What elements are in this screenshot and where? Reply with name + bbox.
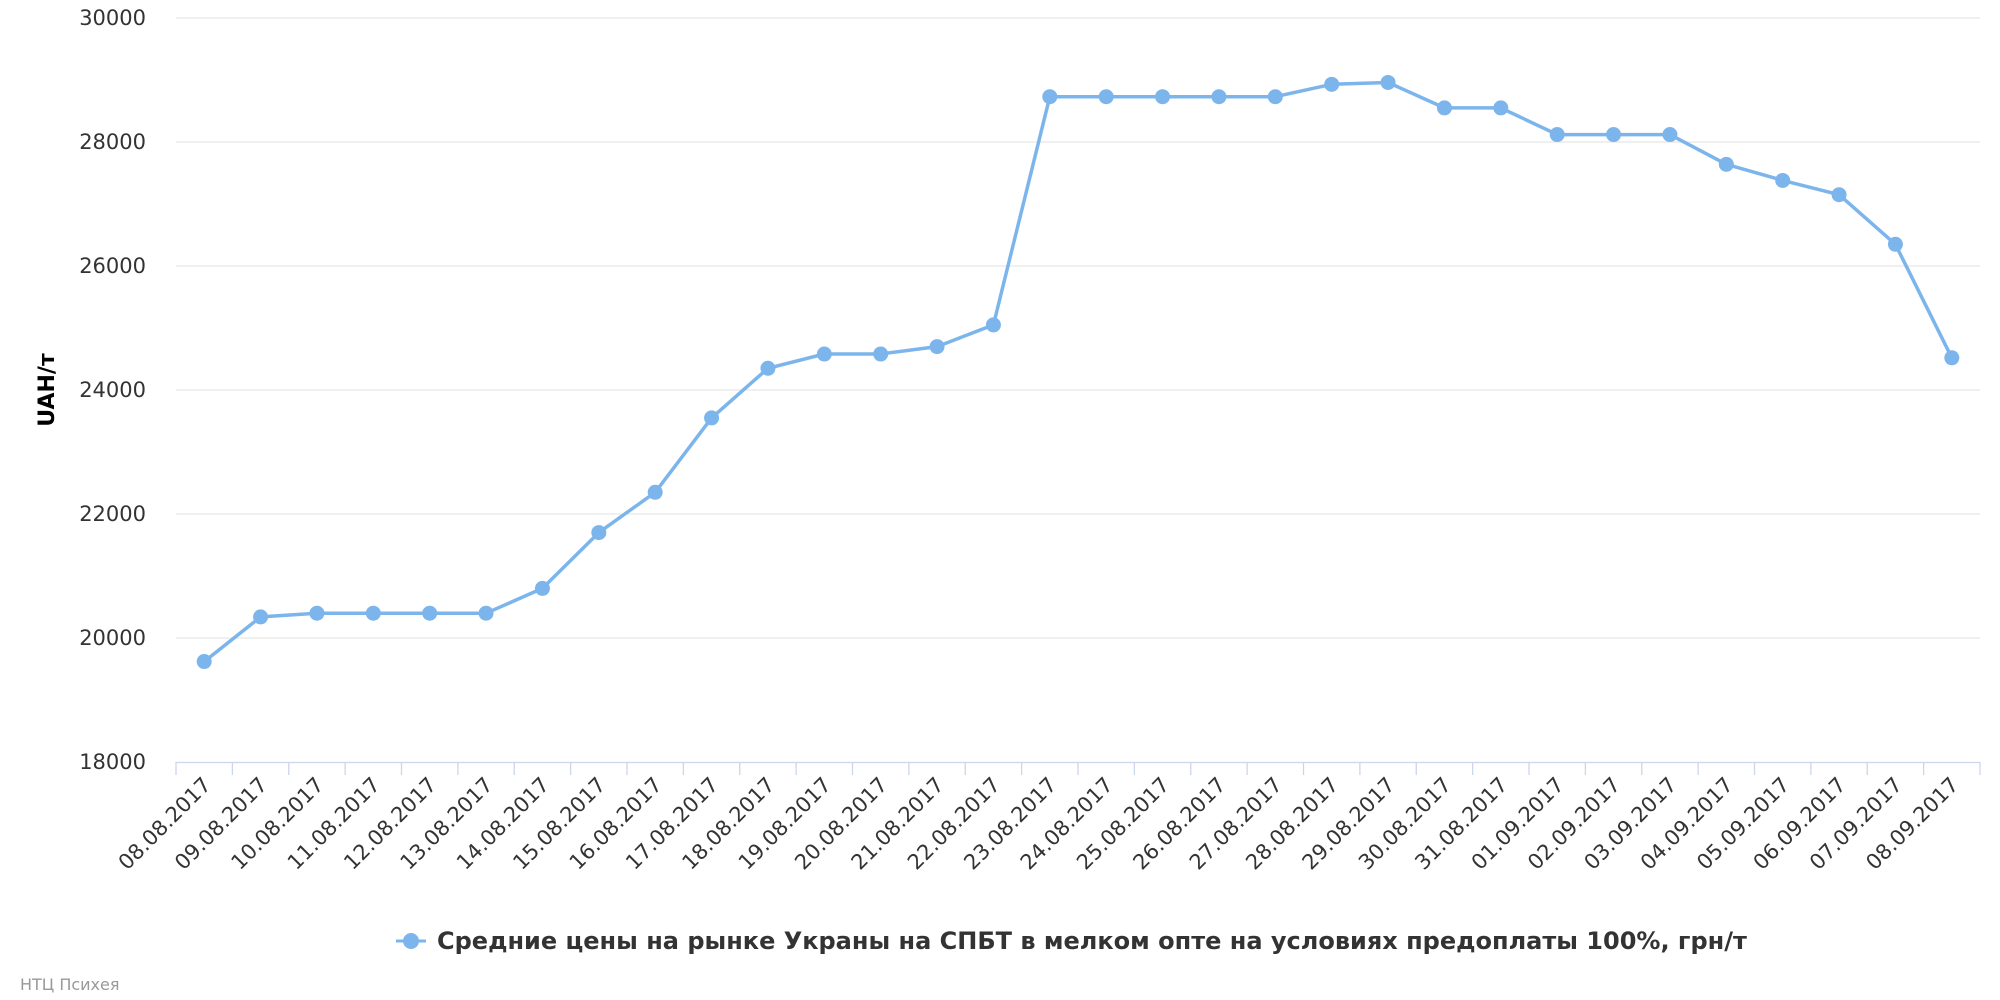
data-point[interactable] [929, 339, 945, 355]
data-point[interactable] [1887, 236, 1903, 252]
y-axis-tick-labels: 18000 20000 22000 24000 26000 28000 30000 [79, 6, 146, 774]
legend-marker [403, 933, 419, 949]
y-tick-label: 24000 [79, 378, 146, 402]
data-point[interactable] [1042, 89, 1058, 105]
data-point[interactable] [591, 525, 607, 541]
data-point[interactable] [1549, 127, 1565, 143]
data-point[interactable] [196, 654, 212, 670]
data-point[interactable] [422, 605, 438, 621]
credits-label: НТЦ Психея [20, 975, 119, 994]
x-axis-tick-labels: 08.08.201709.08.201710.08.201711.08.2017… [114, 773, 1964, 875]
data-point[interactable] [647, 484, 663, 500]
data-point[interactable] [1324, 76, 1340, 92]
data-point[interactable] [1662, 127, 1678, 143]
series-line [202, 80, 1954, 664]
data-point[interactable] [534, 580, 550, 596]
data-point[interactable] [1944, 350, 1960, 366]
data-point[interactable] [365, 605, 381, 621]
data-point[interactable] [478, 605, 494, 621]
data-point[interactable] [1831, 187, 1847, 203]
y-tick-label: 20000 [79, 626, 146, 650]
data-point[interactable] [760, 360, 776, 376]
data-point[interactable] [704, 410, 720, 426]
y-tick-label: 18000 [79, 750, 146, 774]
data-point[interactable] [1380, 74, 1396, 90]
x-axis [175, 761, 1981, 775]
grid [176, 17, 1980, 639]
data-point[interactable] [1155, 89, 1171, 105]
legend[interactable]: Средние цены на рынке Украны на СПБТ в м… [396, 927, 1747, 955]
data-point[interactable] [253, 609, 269, 625]
data-point[interactable] [985, 317, 1001, 333]
data-point[interactable] [1211, 89, 1227, 105]
series-price[interactable] [196, 74, 1960, 670]
data-point[interactable] [309, 605, 325, 621]
y-tick-label: 26000 [79, 254, 146, 278]
data-point[interactable] [1718, 156, 1734, 172]
data-point[interactable] [1267, 89, 1283, 105]
data-point[interactable] [1098, 89, 1114, 105]
data-point[interactable] [816, 346, 832, 362]
data-point[interactable] [1606, 127, 1622, 143]
legend-item-label[interactable]: Средние цены на рынке Украны на СПБТ в м… [437, 927, 1747, 955]
data-point[interactable] [873, 346, 889, 362]
data-point[interactable] [1775, 172, 1791, 188]
y-tick-label: 22000 [79, 502, 146, 526]
y-tick-label: 28000 [79, 130, 146, 154]
y-axis-title: UAH/т [35, 353, 60, 427]
data-point[interactable] [1436, 100, 1452, 116]
data-point[interactable] [1493, 100, 1509, 116]
y-tick-label: 30000 [79, 6, 146, 30]
